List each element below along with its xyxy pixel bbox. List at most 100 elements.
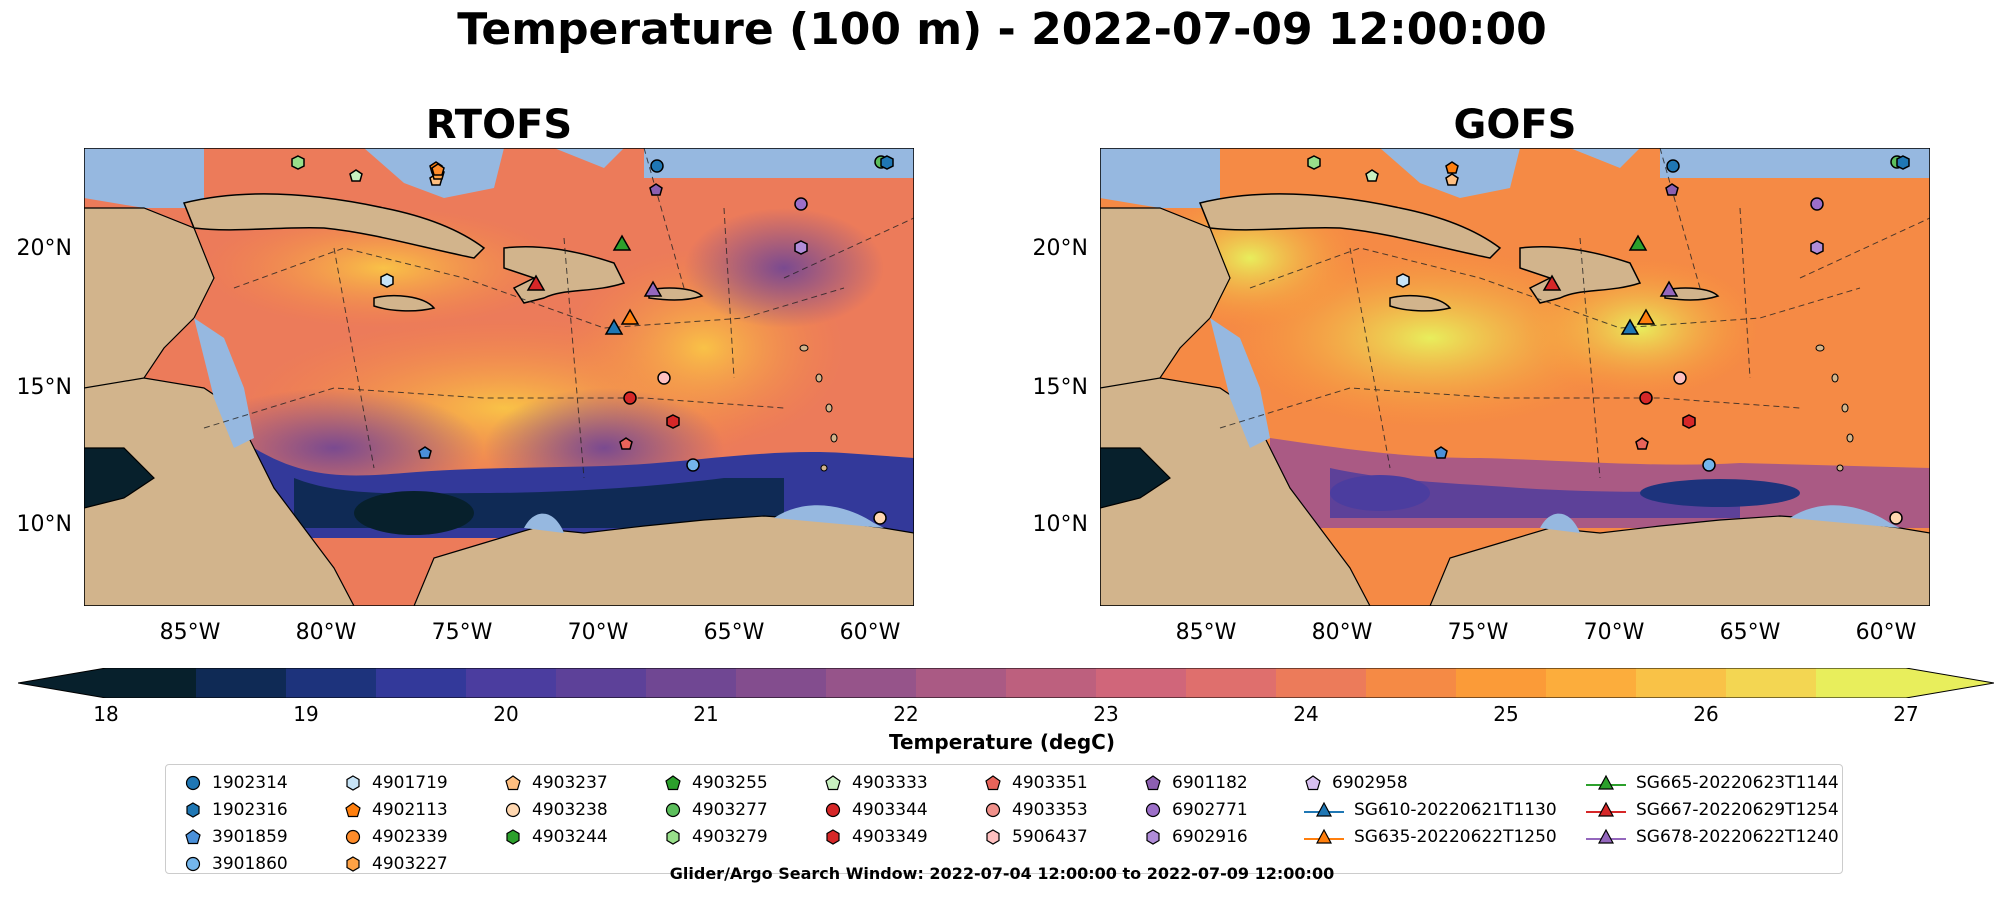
colorbar-label: Temperature (degC) [889,730,1115,754]
colorbar-segment [826,668,917,698]
legend-entry-label: 4903237 [532,772,608,793]
legend-entry-label: 3901860 [212,853,288,874]
xtick-70w-gofs: 70°W [1583,620,1645,645]
legend-entry-label: 1902316 [212,799,288,820]
legend-entry-label: 4903238 [532,799,608,820]
colorbar-segment [736,668,827,698]
colorbar-extend-high [1906,668,1994,698]
legend-entry: 1902316 [184,796,288,823]
legend-entry-label: SG610-20220621T1130 [1354,799,1557,820]
colorbar-segment [1006,668,1097,698]
xtick-60w-gofs: 60°W [1855,620,1917,645]
legend-entry-label: 4903353 [1012,799,1088,820]
colorbar [17,667,1995,699]
ytick-10n-gofs: 10°N [1032,512,1088,537]
xtick-85w-rtofs: 85°W [159,620,221,645]
colorbar-segment [1186,668,1277,698]
gofs-map [1100,148,1930,606]
hexagon-marker-icon [346,855,360,872]
legend-entry-label: SG678-20220622T1240 [1636,826,1839,847]
legend-entry-label: 4903279 [692,826,768,847]
pentagon-marker-icon [505,774,521,790]
legend-entry: SG678-20220622T1240 [1586,823,1839,850]
legend-entry: 4903333 [824,769,928,796]
legend-column: 1902314 1902316 3901859 3901860 [184,769,288,877]
legend: 1902314 1902316 3901859 3901860 4901719 49021… [165,764,1843,874]
colorbar-segment [556,668,647,698]
legend-entry: 5906437 [984,823,1088,850]
legend-entry: 4903255 [664,769,768,796]
colorbar-tick-label: 27 [1893,702,1919,726]
ytick-10n-rtofs: 10°N [16,512,72,537]
legend-column: SG665-20220623T1144 SG667-20220629T1254 SG… [1586,769,1839,850]
circle-marker-icon [825,802,841,817]
colorbar-segment [1816,668,1907,698]
circle-marker-icon [185,856,201,871]
colorbar-segment [916,668,1007,698]
colorbar-segment [1276,668,1367,698]
legend-entry: 6902771 [1144,796,1248,823]
colorbar-segment [466,668,557,698]
legend-column: 6902958 SG610-20220621T1130 SG635-20220622… [1304,769,1557,850]
legend-entry-label: 4903244 [532,826,608,847]
legend-entry: SG667-20220629T1254 [1586,796,1839,823]
hexagon-marker-icon [506,828,520,845]
triangle-marker-icon [1586,828,1626,844]
legend-entry-label: 6902916 [1172,826,1248,847]
colorbar-tick-label: 22 [893,702,919,726]
colorbar-segment [196,668,287,698]
legend-column: 6901182 6902771 6902916 [1144,769,1248,850]
triangle-marker-icon [1304,801,1344,817]
legend-entry-label: SG667-20220629T1254 [1636,799,1839,820]
legend-entry: 4901719 [344,769,448,796]
pentagon-marker-icon [1145,774,1161,790]
colorbar-segment [106,668,197,698]
xtick-75w-rtofs: 75°W [431,620,493,645]
xtick-85w-gofs: 85°W [1175,620,1237,645]
hexagon-marker-icon [1146,828,1160,845]
hexagon-marker-icon [186,801,200,818]
colorbar-tick-label: 25 [1493,702,1519,726]
legend-entry: 4903279 [664,823,768,850]
legend-entry: 4903237 [504,769,608,796]
legend-column: 4903255 4903277 4903279 [664,769,768,850]
hexagon-marker-icon [346,774,360,791]
ytick-20n-rtofs: 20°N [16,236,72,261]
legend-entry-label: 1902314 [212,772,288,793]
legend-entry-label: 4903333 [852,772,928,793]
legend-entry: 6902916 [1144,823,1248,850]
legend-entry: 4903349 [824,823,928,850]
colorbar-segment [1726,668,1817,698]
legend-entry: 1902314 [184,769,288,796]
legend-column: 4903237 4903238 4903244 [504,769,608,850]
ytick-15n-rtofs: 15°N [16,375,72,400]
legend-entry-label: 4903227 [372,853,448,874]
colorbar-tick-label: 21 [693,702,719,726]
legend-entry-label: 4901719 [372,772,448,793]
legend-entry: 3901859 [184,823,288,850]
ytick-20n-gofs: 20°N [1032,236,1088,261]
circle-marker-icon [985,802,1001,817]
legend-column: 4903333 4903344 4903349 [824,769,928,850]
legend-entry-label: 6902771 [1172,799,1248,820]
legend-entry: 4902339 [344,823,448,850]
legend-entry-label: 4902113 [372,799,448,820]
pentagon-marker-icon [1305,774,1321,790]
legend-entry-label: 5906437 [1012,826,1088,847]
colorbar-tick-label: 18 [93,702,119,726]
figure-suptitle: Temperature (100 m) - 2022-07-09 12:00:0… [457,4,1547,55]
legend-entry-label: 4903277 [692,799,768,820]
legend-entry: 3901860 [184,850,288,877]
xtick-75w-gofs: 75°W [1447,620,1509,645]
ytick-15n-gofs: 15°N [1032,375,1088,400]
colorbar-segment [1546,668,1637,698]
pentagon-marker-icon [185,828,201,844]
legend-entry-label: SG665-20220623T1144 [1636,772,1839,793]
xtick-80w-gofs: 80°W [1311,620,1373,645]
pentagon-marker-icon [985,774,1001,790]
legend-entry: SG610-20220621T1130 [1304,796,1557,823]
legend-entry: 4903351 [984,769,1088,796]
circle-marker-icon [345,829,361,844]
legend-entry-label: 4903255 [692,772,768,793]
legend-entry-label: 6901182 [1172,772,1248,793]
